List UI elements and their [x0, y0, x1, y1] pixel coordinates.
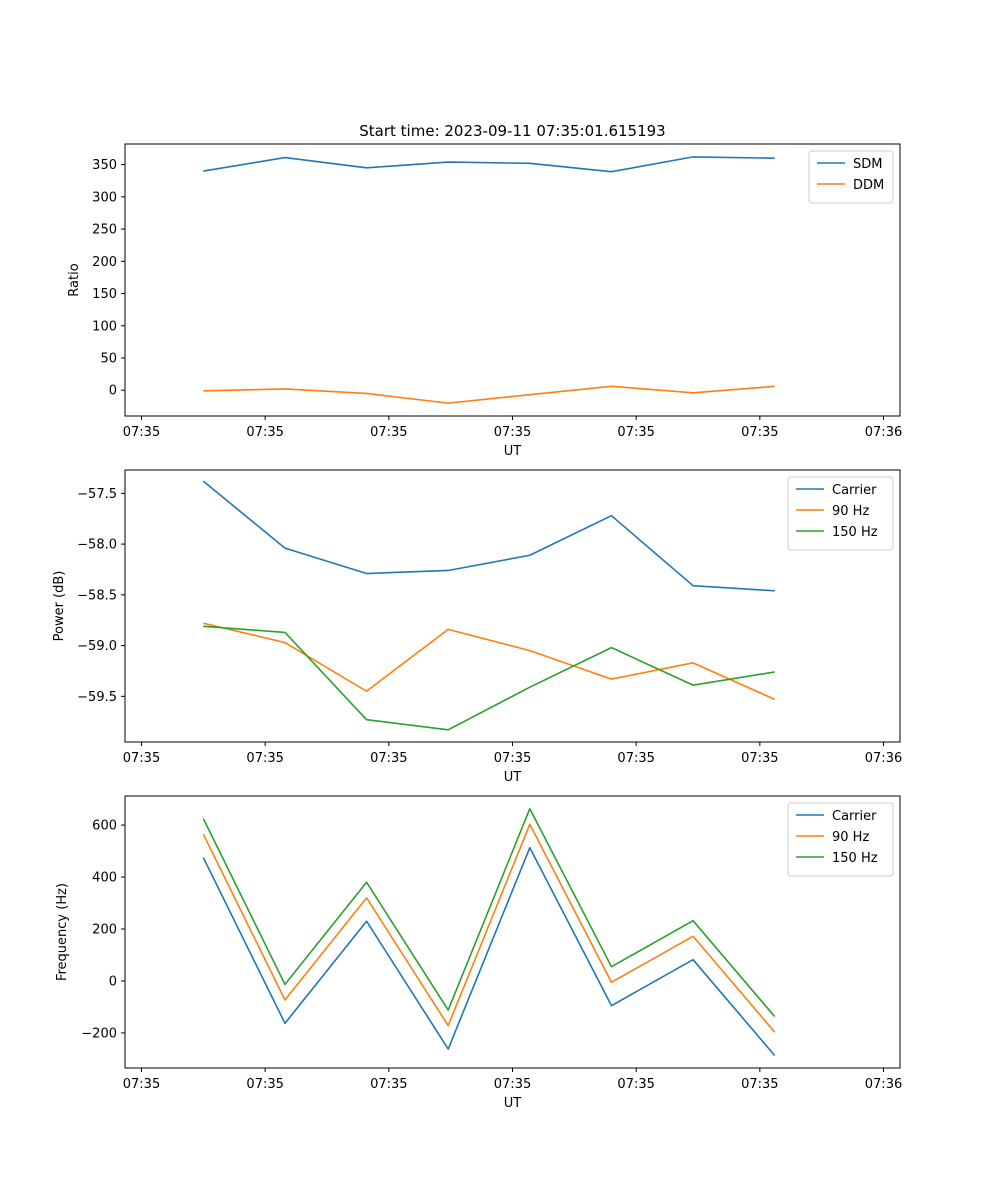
- y-tick-label: −57.5: [77, 487, 117, 502]
- x-tick-label: 07:35: [246, 1077, 283, 1092]
- x-tick-label: 07:35: [123, 425, 160, 440]
- y-tick-label: 200: [92, 923, 117, 938]
- x-tick-label: 07:35: [741, 425, 778, 440]
- y-tick-label: −58.5: [77, 588, 117, 603]
- y-axis-label: Frequency (Hz): [55, 883, 70, 981]
- x-tick-label: 07:35: [617, 751, 654, 766]
- y-tick-label: 150: [92, 287, 117, 302]
- x-axis-label: UT: [504, 1096, 522, 1111]
- x-tick-label: 07:35: [617, 425, 654, 440]
- series-line-ddm: [203, 385, 775, 404]
- x-tick-label: 07:35: [494, 751, 531, 766]
- series-line-150-hz: [203, 625, 775, 731]
- y-tick-label: 200: [92, 255, 117, 270]
- x-tick-label: 07:35: [246, 751, 283, 766]
- y-axis-label: Power (dB): [52, 571, 67, 642]
- legend-label: Carrier: [832, 483, 877, 498]
- y-tick-label: 0: [109, 974, 117, 989]
- y-tick-label: 250: [92, 223, 117, 238]
- x-tick-label: 07:36: [865, 1077, 902, 1092]
- x-axis-label: UT: [504, 770, 522, 785]
- x-tick-label: 07:35: [370, 425, 407, 440]
- subplot-3: 07:35 07:35 07:35 07:35 07:35 07:35 07:36 −200 0…: [55, 795, 902, 1111]
- series-line-carrier: [202, 846, 776, 1057]
- x-tick-label: 07:35: [123, 751, 160, 766]
- x-axis-label: UT: [504, 444, 522, 459]
- subplot-1: 07:35 07:35 07:35 07:35 07:35 07:35 07:36 0 50 10…: [67, 143, 902, 459]
- x-tick-label: 07:35: [494, 425, 531, 440]
- x-tick-label: 07:35: [617, 1077, 654, 1092]
- legend-label: 150 Hz: [832, 525, 878, 540]
- y-axis-label: Ratio: [67, 263, 82, 296]
- series-line-90-hz: [202, 823, 776, 1033]
- x-tick-label: 07:36: [865, 751, 902, 766]
- x-tick-label: 07:35: [370, 1077, 407, 1092]
- y-tick-label: 100: [92, 319, 117, 334]
- y-tick-label: 600: [92, 819, 117, 834]
- series-line-sdm: [203, 156, 775, 173]
- subplot-2: 07:35 07:35 07:35 07:35 07:35 07:35 07:36 −59.5…: [52, 469, 902, 785]
- legend-label: 90 Hz: [832, 504, 869, 519]
- chart-title: Start time: 2023-09-11 07:35:01.615193: [359, 122, 665, 140]
- x-tick-label: 07:35: [494, 1077, 531, 1092]
- y-tick-label: 50: [100, 351, 117, 366]
- legend-label: SDM: [853, 157, 882, 172]
- legend: Carrier 90 Hz 150 Hz: [787, 802, 894, 877]
- x-tick-label: 07:36: [865, 425, 902, 440]
- y-tick-label: 0: [109, 384, 117, 399]
- legend-label: 150 Hz: [832, 851, 878, 866]
- legend-label: Carrier: [832, 809, 877, 824]
- y-tick-label: −58.0: [77, 538, 117, 553]
- y-tick-label: −59.5: [77, 690, 117, 705]
- x-tick-label: 07:35: [370, 751, 407, 766]
- y-tick-label: 350: [92, 158, 117, 173]
- y-tick-label: −59.0: [77, 639, 117, 654]
- y-tick-label: 400: [92, 871, 117, 886]
- x-tick-label: 07:35: [246, 425, 283, 440]
- x-tick-label: 07:35: [741, 1077, 778, 1092]
- legend: Carrier 90 Hz 150 Hz: [787, 476, 894, 551]
- legend: SDM DDM: [808, 150, 894, 204]
- series-line-150-hz: [202, 807, 776, 1018]
- series-line-carrier: [202, 480, 775, 592]
- series-line-90-hz: [203, 622, 776, 701]
- legend-label: 90 Hz: [832, 830, 869, 845]
- y-tick-label: 300: [92, 190, 117, 205]
- legend-frame: [808, 150, 894, 204]
- x-tick-label: 07:35: [123, 1077, 160, 1092]
- y-tick-label: −200: [81, 1026, 117, 1041]
- x-tick-label: 07:35: [741, 751, 778, 766]
- legend-label: DDM: [853, 178, 884, 193]
